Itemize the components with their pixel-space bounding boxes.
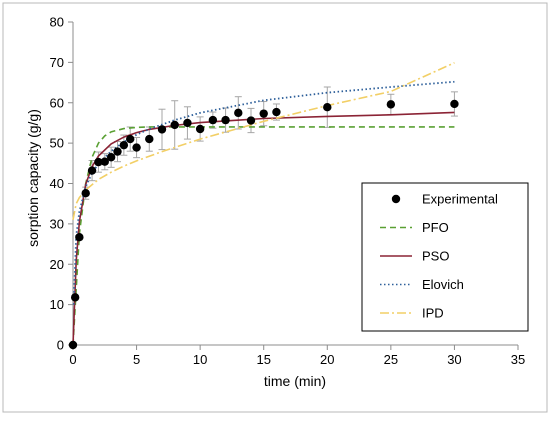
data-point [68, 340, 78, 350]
data-point [157, 125, 167, 134]
data-point [100, 157, 109, 166]
y-tick-label: 60 [50, 95, 64, 110]
data-point [126, 134, 135, 144]
ipd-line [72, 62, 455, 220]
data-point [119, 140, 129, 150]
data-point [450, 99, 459, 109]
data-point [132, 143, 141, 152]
legend-swatch-experimental [391, 194, 401, 204]
legend-label-pso: PSO [422, 249, 449, 264]
y-tick-label: 20 [50, 257, 64, 272]
x-tick-label: 15 [256, 352, 270, 367]
y-tick-label: 0 [57, 338, 64, 353]
x-tick-label: 35 [511, 352, 525, 367]
data-point [170, 120, 179, 130]
data-point [386, 100, 396, 109]
legend-box [361, 182, 529, 332]
data-point [259, 109, 268, 118]
data-point [94, 157, 103, 167]
y-tick-label: 50 [50, 136, 64, 151]
data-point [75, 232, 84, 242]
data-point [87, 166, 97, 175]
x-tick-label: 5 [133, 352, 140, 367]
data-point [195, 124, 205, 134]
data-point [246, 116, 256, 125]
experimental-points [68, 99, 459, 350]
legend-label-elovich: Elovich [422, 277, 464, 292]
x-axis-title: time (min) [264, 373, 326, 389]
data-point [272, 107, 281, 117]
y-tick-label: 70 [50, 55, 64, 70]
y-tick-label: 40 [50, 176, 64, 191]
y-axis-title: sorption capacity (g/g) [25, 109, 41, 247]
data-point [323, 102, 332, 112]
data-point [208, 115, 218, 125]
pso-line [72, 111, 455, 346]
axes: 0 5 10 15 20 25 30 35 0 10 20 30 40 50 60 70 80 [50, 15, 526, 368]
x-tick-label: 30 [447, 352, 461, 367]
data-point [70, 293, 80, 302]
data-point [145, 134, 154, 144]
x-tick-label: 20 [320, 352, 334, 367]
legend-label-experimental: Experimental [422, 192, 498, 207]
data-point [81, 188, 90, 198]
x-tick-label: 0 [69, 352, 76, 367]
data-point [106, 153, 116, 162]
y-tick-label: 30 [50, 216, 64, 231]
data-point [183, 118, 192, 128]
x-tick-label: 25 [384, 352, 398, 367]
data-point [113, 147, 122, 156]
legend-label-ipd: IPD [422, 306, 444, 321]
y-tick-label: 10 [50, 297, 64, 312]
legend: Experimental PFO PSO Elovich IPD [361, 182, 529, 332]
y-tick-label: 80 [50, 15, 64, 30]
data-point [234, 108, 243, 118]
data-point [221, 115, 230, 125]
legend-label-pfo: PFO [422, 220, 449, 235]
x-tick-label: 10 [193, 352, 207, 367]
